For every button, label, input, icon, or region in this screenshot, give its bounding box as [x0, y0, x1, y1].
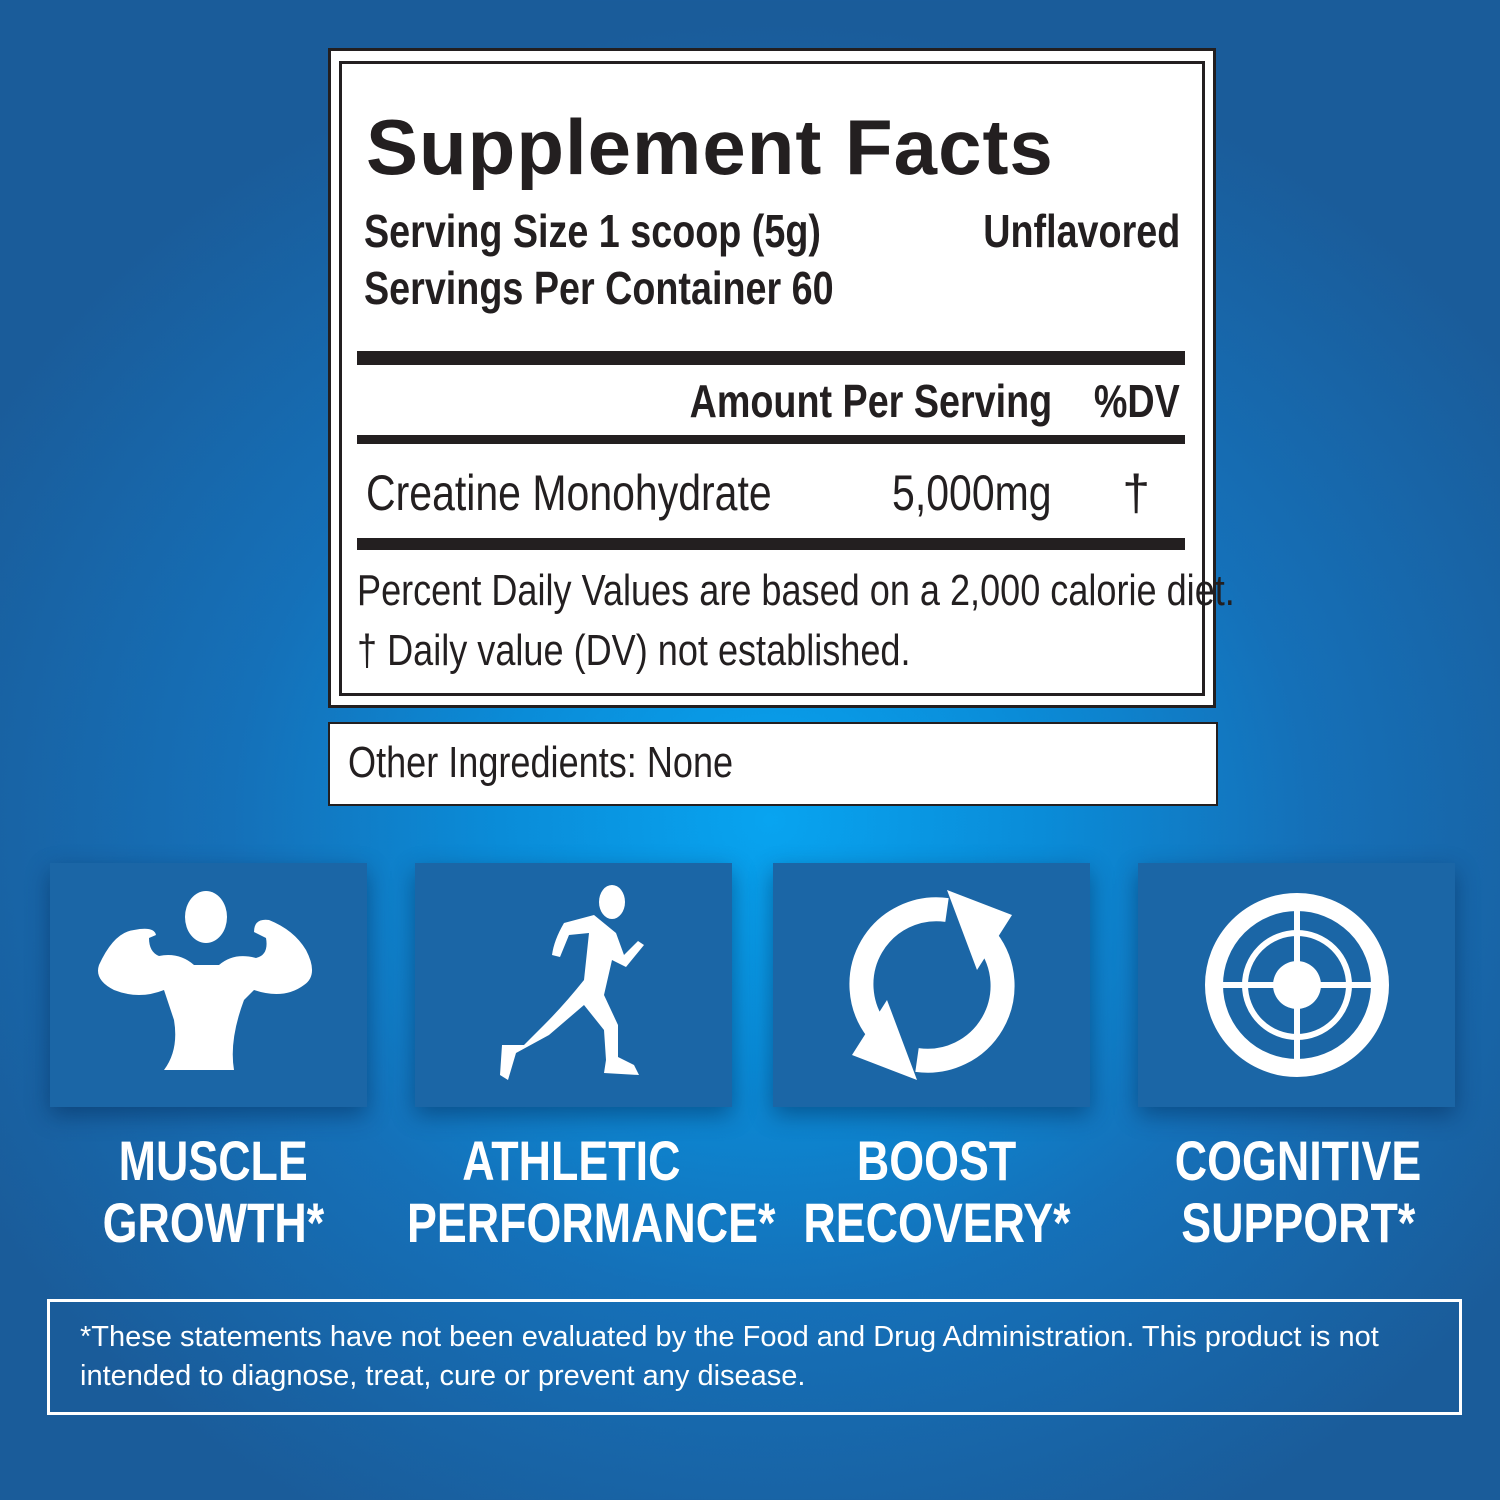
target-icon — [1204, 893, 1389, 1077]
footnote-daily-values: Percent Daily Values are based on a 2,00… — [357, 566, 1235, 615]
benefit-caption-muscle: MUSCLE GROWTH* — [102, 1129, 324, 1254]
fda-disclaimer: *These statements have not been evaluate… — [47, 1299, 1462, 1415]
benefit-caption-cognitive: COGNITIVE SUPPORT* — [1174, 1129, 1422, 1254]
flavor: Unflavored — [982, 205, 1180, 257]
footnote-dv-not-established: † Daily value (DV) not established. — [357, 626, 911, 675]
serving-size: Serving Size 1 scoop (5g) — [364, 205, 821, 257]
servings-per-container: Servings Per Container 60 — [364, 262, 834, 314]
divider — [357, 435, 1185, 444]
ingredient-name: Creatine Monohydrate — [366, 465, 772, 521]
benefit-tile-muscle — [50, 863, 367, 1107]
refresh-arrows-icon — [848, 890, 1015, 1080]
benefit-tile-recovery — [773, 863, 1090, 1107]
panel-title: Supplement Facts — [366, 103, 1054, 191]
benefit-tile-athletic — [415, 863, 732, 1107]
ingredient-dv: † — [1122, 465, 1150, 521]
thick-divider — [357, 538, 1185, 550]
amount-per-serving-header: Amount Per Serving — [689, 375, 1052, 427]
supplement-facts-panel: Supplement Facts Serving Size 1 scoop (5… — [328, 48, 1235, 708]
runner-icon — [499, 885, 644, 1080]
benefit-caption-athletic: ATHLETIC PERFORMANCE* — [407, 1129, 776, 1254]
other-ingredients: Other Ingredients: None — [348, 738, 734, 787]
flexing-man-icon — [97, 891, 312, 1070]
other-ingredients-box: Other Ingredients: None — [328, 722, 1218, 806]
thick-divider — [357, 351, 1185, 365]
benefit-tile-cognitive — [1138, 863, 1455, 1107]
benefit-caption-recovery: BOOST RECOVERY* — [803, 1129, 1071, 1254]
supplement-facts-inner-border: Supplement Facts Serving Size 1 scoop (5… — [339, 61, 1235, 696]
ingredient-amount: 5,000mg — [892, 465, 1052, 521]
dv-header: %DV — [1094, 375, 1180, 427]
